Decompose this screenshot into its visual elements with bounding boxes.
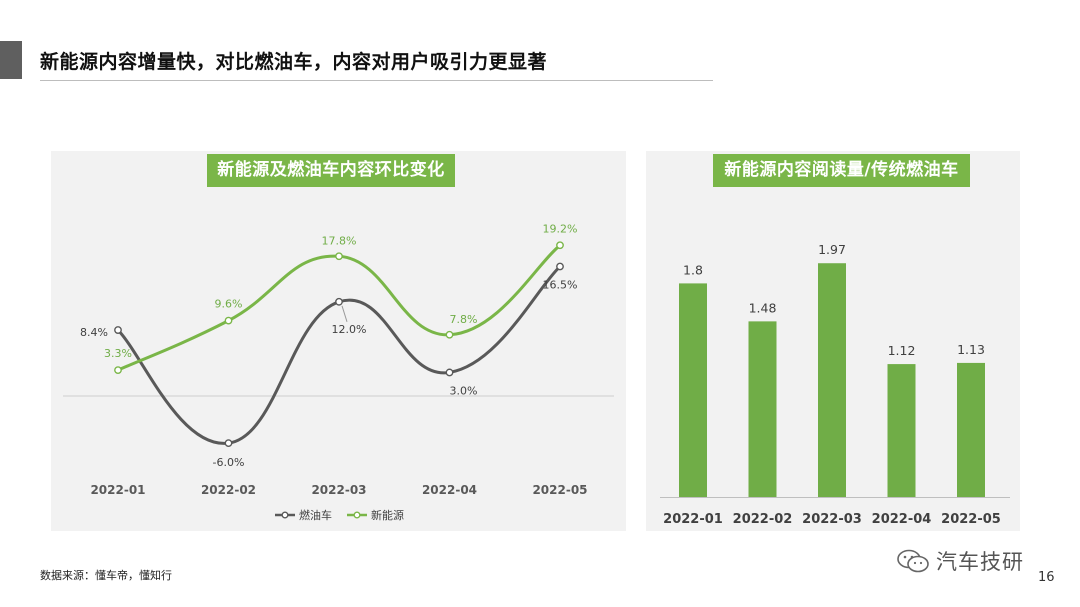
title-divider [40,80,713,81]
data-point [445,368,454,377]
data-point [114,326,122,334]
page-title: 新能源内容增量快，对比燃油车，内容对用户吸引力更显著 [40,51,548,73]
x-tick-label: 2022-05 [532,483,587,497]
data-label: 9.6% [215,298,243,311]
bar-value-label: 1.13 [957,342,985,357]
legend-label: 新能源 [371,508,404,522]
data-point [114,366,122,374]
x-tick-label: 2022-01 [663,512,723,527]
x-tick-label: 2022-02 [201,483,256,497]
data-point [224,439,233,447]
data-label: -6.0% [213,456,245,469]
legend-marker [353,511,361,519]
x-tick-label: 2022-03 [802,512,862,527]
data-label: 19.2% [543,222,578,235]
line-chart-panel [51,151,626,531]
brand-name: 汽车技研 [936,550,1024,574]
data-point [556,241,564,250]
data-source: 数据来源：懂车帝，懂知行 [40,569,172,582]
label-leader-line [341,305,348,322]
data-label: 7.8% [450,313,478,326]
brand-watermark: 汽车技研 [896,546,1024,576]
bar-chart-title: 新能源内容阅读量/传统燃油车 [713,154,970,187]
data-label: 3.0% [450,384,478,397]
legend-label: 燃油车 [299,508,332,522]
series-line-nev [116,243,562,372]
bar-value-label: 1.12 [888,343,916,358]
x-tick-label: 2022-03 [311,483,366,497]
data-label: 17.8% [322,234,357,247]
data-point [335,297,343,306]
line-chart-title: 新能源及燃油车内容环比变化 [207,154,455,187]
x-tick-label: 2022-02 [733,512,793,527]
bar-value-label: 1.48 [749,300,777,315]
data-point [335,252,343,261]
data-label: 3.3% [104,347,132,360]
data-label: 12.0% [332,323,367,336]
x-tick-label: 2022-05 [941,512,1001,527]
title-marker [0,41,22,79]
bar [818,263,846,497]
series-line-fuel [116,264,562,445]
bar [679,283,707,497]
bar [887,364,916,497]
bar [957,362,985,497]
data-point [556,262,564,271]
bar-value-label: 1.8 [683,262,703,277]
x-tick-label: 2022-04 [872,512,932,527]
bar-value-label: 1.97 [818,242,846,257]
bar [748,321,777,497]
x-tick-label: 2022-01 [90,483,145,497]
page-number: 16 [1038,570,1055,585]
data-label: 8.4% [80,326,108,339]
data-point [224,316,233,325]
x-tick-label: 2022-04 [422,483,477,497]
data-point [445,330,454,339]
wechat-icon [897,549,929,573]
legend-marker [281,511,289,519]
data-label: 16.5% [543,278,578,291]
